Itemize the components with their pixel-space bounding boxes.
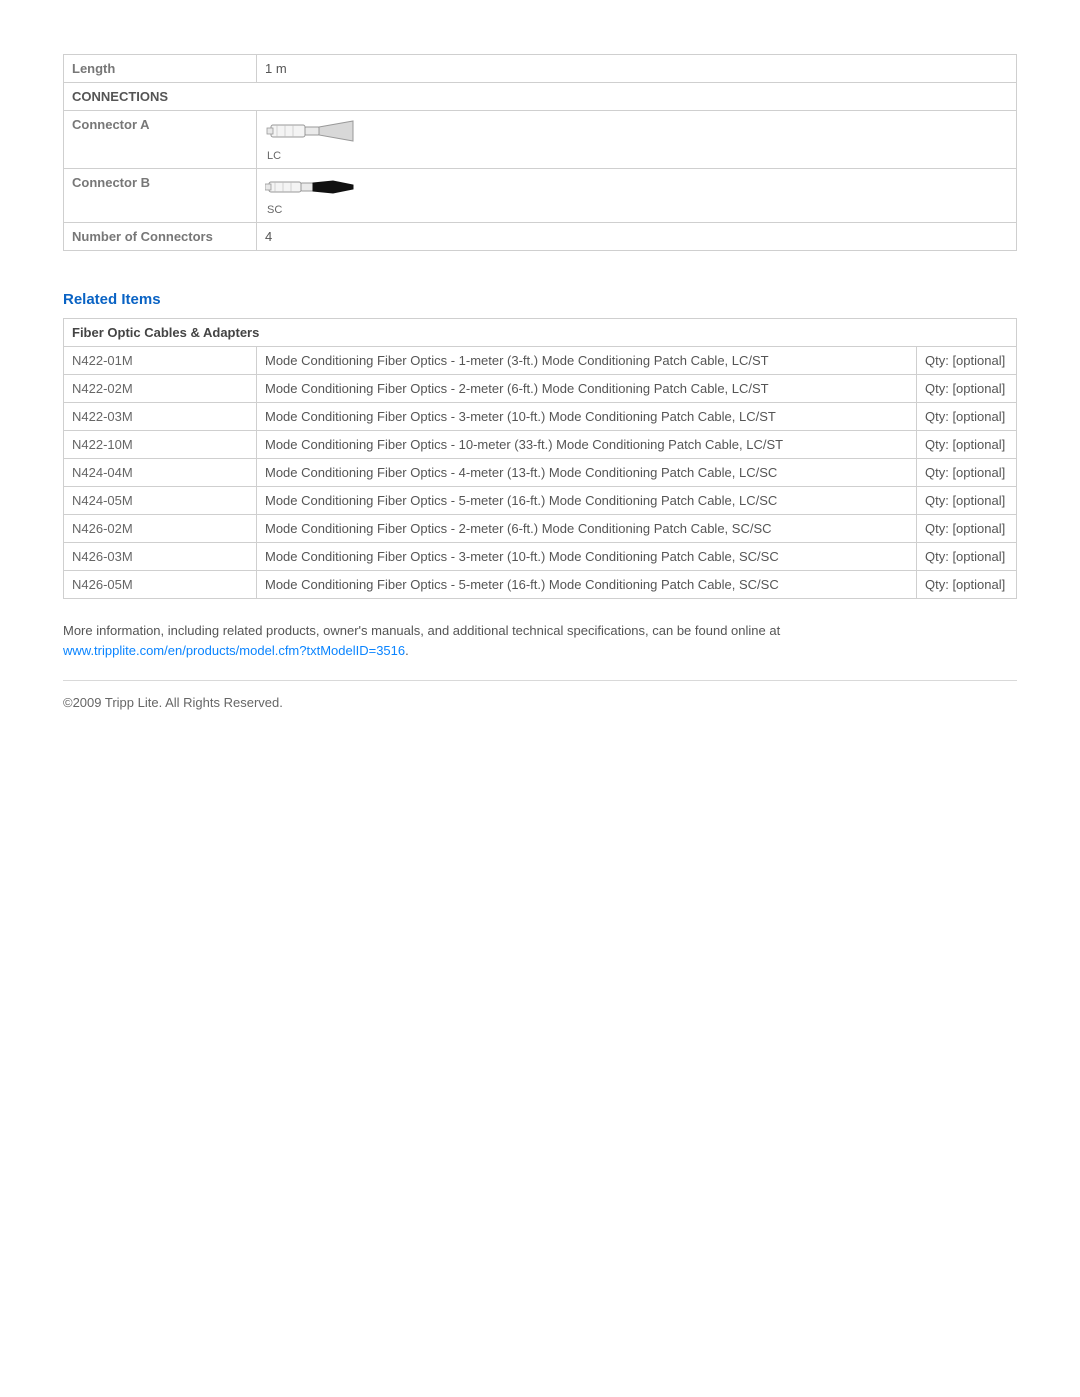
spec-section-header: CONNECTIONS: [64, 83, 1017, 111]
spec-value-connector-a: LC: [257, 111, 1017, 169]
related-sku: N426-03M: [64, 543, 257, 571]
spec-value: 4: [257, 223, 1017, 251]
related-qty: Qty: [optional]: [917, 515, 1017, 543]
related-row: N422-01MMode Conditioning Fiber Optics -…: [64, 347, 1017, 375]
more-info-text: More information, including related prod…: [63, 623, 780, 638]
related-row: N424-05MMode Conditioning Fiber Optics -…: [64, 487, 1017, 515]
copyright-text: ©2009 Tripp Lite. All Rights Reserved.: [63, 695, 1017, 710]
related-description: Mode Conditioning Fiber Optics - 3-meter…: [257, 403, 917, 431]
related-qty: Qty: [optional]: [917, 571, 1017, 599]
related-qty: Qty: [optional]: [917, 347, 1017, 375]
related-row: N424-04MMode Conditioning Fiber Optics -…: [64, 459, 1017, 487]
connector-caption: SC: [267, 204, 282, 216]
related-description: Mode Conditioning Fiber Optics - 2-meter…: [257, 515, 917, 543]
related-category-header-row: Fiber Optic Cables & Adapters: [64, 319, 1017, 347]
related-sku: N422-02M: [64, 375, 257, 403]
related-sku: N424-05M: [64, 487, 257, 515]
related-description: Mode Conditioning Fiber Optics - 5-meter…: [257, 487, 917, 515]
related-description: Mode Conditioning Fiber Optics - 3-meter…: [257, 543, 917, 571]
more-info-trailing: .: [405, 643, 409, 658]
related-qty: Qty: [optional]: [917, 487, 1017, 515]
related-qty: Qty: [optional]: [917, 543, 1017, 571]
spec-label: Length: [64, 55, 257, 83]
related-category-header: Fiber Optic Cables & Adapters: [64, 319, 1017, 347]
related-items-table: Fiber Optic Cables & Adapters N422-01MMo…: [63, 318, 1017, 599]
related-row: N422-02MMode Conditioning Fiber Optics -…: [64, 375, 1017, 403]
spec-value-connector-b: SC: [257, 169, 1017, 223]
related-qty: Qty: [optional]: [917, 375, 1017, 403]
spec-label: Connector A: [64, 111, 257, 169]
more-info-paragraph: More information, including related prod…: [63, 621, 1017, 660]
related-row: N422-03MMode Conditioning Fiber Optics -…: [64, 403, 1017, 431]
more-info-link[interactable]: www.tripplite.com/en/products/model.cfm?…: [63, 643, 405, 658]
related-qty: Qty: [optional]: [917, 431, 1017, 459]
related-sku: N422-03M: [64, 403, 257, 431]
related-sku: N422-01M: [64, 347, 257, 375]
related-qty: Qty: [optional]: [917, 403, 1017, 431]
spec-row-length: Length 1 m: [64, 55, 1017, 83]
connector-caption: LC: [267, 150, 281, 162]
spec-section-header-row: CONNECTIONS: [64, 83, 1017, 111]
page-container: Length 1 m CONNECTIONS Connector A LC: [0, 0, 1080, 750]
connector-lc-icon: [265, 117, 355, 145]
related-row: N426-05MMode Conditioning Fiber Optics -…: [64, 571, 1017, 599]
spec-row-connector-b: Connector B SC: [64, 169, 1017, 223]
spec-row-connector-a: Connector A LC: [64, 111, 1017, 169]
related-description: Mode Conditioning Fiber Optics - 2-meter…: [257, 375, 917, 403]
related-row: N422-10MMode Conditioning Fiber Optics -…: [64, 431, 1017, 459]
spec-value: 1 m: [257, 55, 1017, 83]
spec-table: Length 1 m CONNECTIONS Connector A LC: [63, 54, 1017, 251]
spec-row-num-connectors: Number of Connectors 4: [64, 223, 1017, 251]
related-sku: N426-02M: [64, 515, 257, 543]
spec-label: Connector B: [64, 169, 257, 223]
footer-divider: [63, 680, 1017, 681]
related-description: Mode Conditioning Fiber Optics - 10-mete…: [257, 431, 917, 459]
related-sku: N424-04M: [64, 459, 257, 487]
related-description: Mode Conditioning Fiber Optics - 5-meter…: [257, 571, 917, 599]
related-qty: Qty: [optional]: [917, 459, 1017, 487]
related-sku: N426-05M: [64, 571, 257, 599]
related-row: N426-02MMode Conditioning Fiber Optics -…: [64, 515, 1017, 543]
connector-sc-icon: [265, 175, 355, 199]
related-row: N426-03MMode Conditioning Fiber Optics -…: [64, 543, 1017, 571]
related-description: Mode Conditioning Fiber Optics - 1-meter…: [257, 347, 917, 375]
related-items-heading: Related Items: [63, 291, 1017, 308]
related-description: Mode Conditioning Fiber Optics - 4-meter…: [257, 459, 917, 487]
spec-label: Number of Connectors: [64, 223, 257, 251]
related-sku: N422-10M: [64, 431, 257, 459]
